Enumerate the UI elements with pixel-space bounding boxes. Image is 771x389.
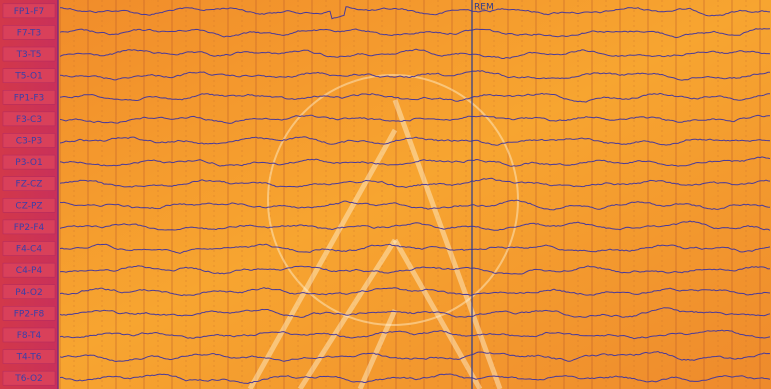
channel-label: F7-T3 — [17, 28, 42, 38]
channel-label: FP2-F4 — [14, 223, 45, 233]
channel-label: C3-P3 — [16, 136, 42, 146]
channel-label: P3-O1 — [15, 158, 42, 168]
channel-label: T6-O2 — [14, 374, 43, 384]
channel-label: F4-C4 — [16, 245, 42, 255]
channel-label: T4-T6 — [16, 353, 42, 363]
channel-label: C4-P4 — [16, 266, 43, 276]
channel-label: T3-T5 — [16, 50, 42, 60]
channel-label: FZ-CZ — [16, 180, 43, 190]
eeg-viewer: REM FP1-F7 F7-T3 T3-T5 T5-O1 FP1-F3 F3-C3 C3-P… — [0, 0, 771, 389]
event-label: REM — [474, 3, 494, 13]
channel-label: FP1-F7 — [14, 7, 44, 17]
channel-label: FP1-F3 — [14, 93, 44, 103]
channel-label: CZ-PZ — [15, 201, 42, 211]
channel-label: P4-O2 — [15, 288, 42, 298]
channel-label: F8-T4 — [17, 331, 42, 341]
channel-label: F3-C3 — [16, 115, 42, 125]
page: REM FP1-F7 F7-T3 T3-T5 T5-O1 FP1-F3 F3-C3 C3-P… — [0, 0, 771, 389]
channel-label: FP2-F8 — [14, 309, 45, 319]
channel-label: T5-O1 — [14, 72, 43, 82]
